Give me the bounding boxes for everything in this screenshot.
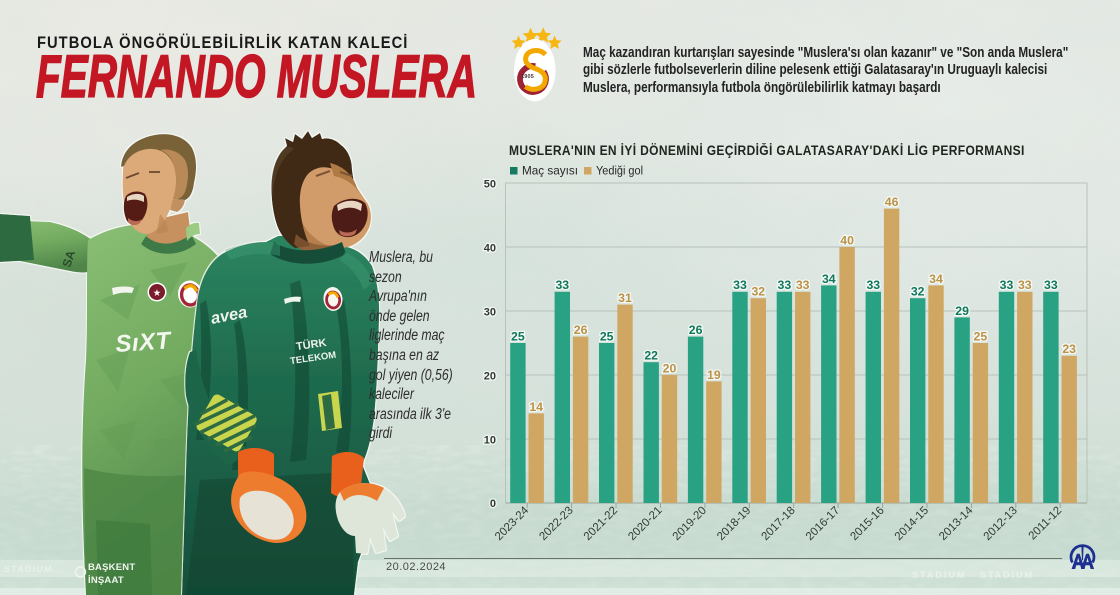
svg-text:34: 34 xyxy=(929,272,943,286)
svg-text:20: 20 xyxy=(663,361,677,375)
svg-text:30: 30 xyxy=(484,307,496,319)
svg-text:29: 29 xyxy=(955,304,969,318)
svg-text:33: 33 xyxy=(1044,278,1058,292)
svg-text:46: 46 xyxy=(885,195,899,209)
svg-text:2021-22: 2021-22 xyxy=(582,505,620,543)
svg-text:33: 33 xyxy=(555,278,569,292)
svg-text:10: 10 xyxy=(484,435,496,447)
svg-text:2012-13: 2012-13 xyxy=(982,505,1020,543)
svg-text:2018-19: 2018-19 xyxy=(715,505,753,543)
svg-text:Maç sayısı: Maç sayısı xyxy=(522,164,578,178)
svg-text:20: 20 xyxy=(484,371,496,383)
svg-text:33: 33 xyxy=(866,278,880,292)
svg-text:2019-20: 2019-20 xyxy=(671,505,709,543)
svg-text:0: 0 xyxy=(490,498,496,510)
svg-text:SıXT: SıXT xyxy=(115,327,174,358)
svg-text:33: 33 xyxy=(1018,278,1032,292)
svg-text:33: 33 xyxy=(796,278,810,292)
svg-text:40: 40 xyxy=(484,243,496,255)
svg-text:2017-18: 2017-18 xyxy=(759,505,797,543)
svg-text:19: 19 xyxy=(707,368,721,382)
svg-text:2023-24: 2023-24 xyxy=(493,504,532,543)
svg-text:33: 33 xyxy=(778,278,792,292)
svg-text:25: 25 xyxy=(974,329,988,343)
svg-text:2015-16: 2015-16 xyxy=(848,505,886,543)
svg-text:22: 22 xyxy=(644,349,658,363)
svg-text:İNŞAAT: İNŞAAT xyxy=(88,575,124,586)
svg-text:40: 40 xyxy=(840,233,854,247)
svg-text:2020-21: 2020-21 xyxy=(626,505,664,543)
svg-text:BAŞKENT: BAŞKENT xyxy=(88,562,135,573)
svg-text:14: 14 xyxy=(529,400,543,414)
svg-text:2016-17: 2016-17 xyxy=(804,505,842,543)
svg-text:★: ★ xyxy=(153,289,161,298)
svg-text:26: 26 xyxy=(689,323,703,337)
svg-text:23: 23 xyxy=(1062,342,1076,356)
svg-text:SA: SA xyxy=(60,248,79,268)
svg-text:50: 50 xyxy=(484,179,496,191)
svg-text:Yediği gol: Yediği gol xyxy=(596,164,643,178)
svg-text:31: 31 xyxy=(618,291,632,305)
svg-text:TÜRK: TÜRK xyxy=(295,336,327,353)
svg-text:32: 32 xyxy=(911,285,925,299)
svg-text:2013-14: 2013-14 xyxy=(937,504,976,543)
svg-text:26: 26 xyxy=(574,323,588,337)
svg-text:33: 33 xyxy=(1000,278,1014,292)
svg-text:34: 34 xyxy=(822,272,836,286)
svg-text:32: 32 xyxy=(751,285,765,299)
svg-text:2014-15: 2014-15 xyxy=(893,505,931,543)
svg-text:1905: 1905 xyxy=(521,74,534,80)
svg-text:33: 33 xyxy=(733,278,747,292)
svg-text:25: 25 xyxy=(511,329,525,343)
svg-text:2011-12: 2011-12 xyxy=(1027,505,1065,543)
svg-text:25: 25 xyxy=(600,329,614,343)
svg-text:2022-23: 2022-23 xyxy=(537,505,575,543)
